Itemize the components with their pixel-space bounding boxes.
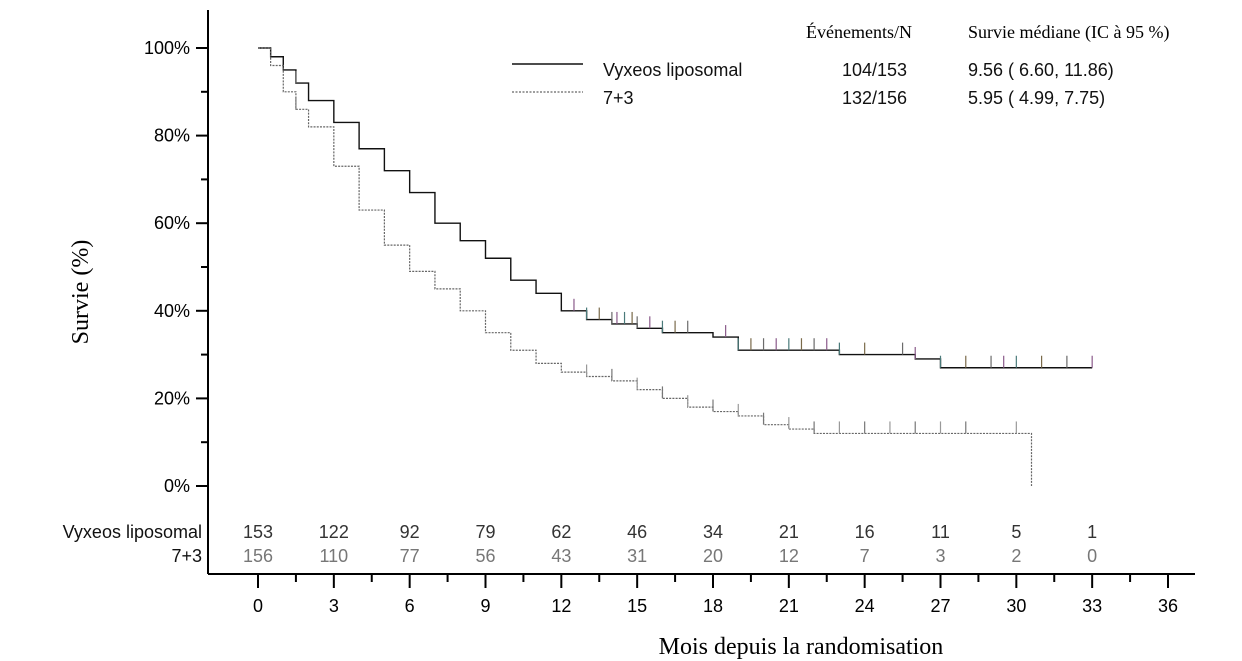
x-tick-label: 30	[1006, 596, 1026, 616]
x-tick-label: 24	[855, 596, 875, 616]
risk-value: 11	[931, 522, 950, 542]
legend-header-events: Événements/N	[806, 21, 912, 42]
risk-value: 46	[627, 522, 647, 542]
legend-median-vyxeos: 9.56 ( 6.60, 11.86)	[968, 60, 1114, 80]
x-tick-label: 18	[703, 596, 723, 616]
x-tick-label: 9	[480, 596, 490, 616]
risk-value: 21	[779, 522, 799, 542]
x-tick-label: 33	[1082, 596, 1102, 616]
risk-value: 0	[1087, 546, 1097, 566]
series-layer	[258, 47, 1093, 486]
risk-value: 153	[243, 522, 273, 542]
x-tick-label: 27	[930, 596, 950, 616]
legend-label-vyxeos: Vyxeos liposomal	[603, 60, 742, 80]
x-tick-label: 15	[627, 596, 647, 616]
risk-value: 92	[400, 522, 420, 542]
risk-value: 62	[551, 522, 571, 542]
risk-row-label: 7+3	[171, 546, 202, 566]
risk-value: 12	[779, 546, 799, 566]
risk-value: 156	[243, 546, 273, 566]
x-tick-label: 36	[1158, 596, 1178, 616]
y-tick-label: 20%	[154, 388, 190, 408]
y-tick-label: 40%	[154, 301, 190, 321]
risk-value: 7	[860, 546, 870, 566]
risk-value: 16	[855, 522, 875, 542]
risk-value: 34	[703, 522, 723, 542]
y-tick-label: 100%	[144, 38, 190, 58]
risk-value: 122	[319, 522, 349, 542]
x-tick-label: 12	[551, 596, 571, 616]
risk-value: 56	[475, 546, 495, 566]
legend-label-73: 7+3	[603, 88, 634, 108]
risk-value: 43	[551, 546, 571, 566]
series-line-7plus3	[258, 47, 1033, 486]
series-line-vyxeos	[258, 47, 1093, 369]
risk-value: 110	[319, 546, 348, 566]
risk-value: 31	[627, 546, 647, 566]
risk-value: 1	[1087, 522, 1097, 542]
y-tick-label: 0%	[164, 476, 190, 496]
x-tick-label: 0	[253, 596, 263, 616]
risk-value: 77	[400, 546, 420, 566]
risk-row-label: Vyxeos liposomal	[63, 522, 202, 542]
legend-median-73: 5.95 ( 4.99, 7.75)	[968, 88, 1105, 108]
y-tick-label: 60%	[154, 213, 190, 233]
x-ticks: 0 3 6 9 12 15 18 21 24 27 30 33 36	[253, 574, 1178, 616]
risk-value: 79	[475, 522, 495, 542]
x-axis-label: Mois depuis la randomisation	[659, 634, 944, 660]
legend: Événements/N Survie médiane (IC à 95 %) …	[512, 21, 1169, 108]
legend-events-vyxeos: 104/153	[842, 60, 907, 80]
risk-table: Vyxeos liposomal 153 122 92 79 62 46 34 21 16 11 5 1…	[63, 522, 1098, 566]
risk-value: 3	[935, 546, 945, 566]
risk-value: 2	[1011, 546, 1021, 566]
legend-header-median: Survie médiane (IC à 95 %)	[968, 22, 1169, 43]
x-tick-label: 6	[405, 596, 415, 616]
risk-value: 5	[1011, 522, 1021, 542]
y-ticks: 0% 20% 40% 60% 80% 100%	[144, 38, 208, 496]
x-tick-label: 3	[329, 596, 339, 616]
risk-value: 20	[703, 546, 723, 566]
y-tick-label: 80%	[154, 126, 190, 146]
y-axis-label: Survie (%)	[68, 240, 94, 345]
legend-events-73: 132/156	[842, 88, 907, 108]
x-tick-label: 21	[779, 596, 799, 616]
